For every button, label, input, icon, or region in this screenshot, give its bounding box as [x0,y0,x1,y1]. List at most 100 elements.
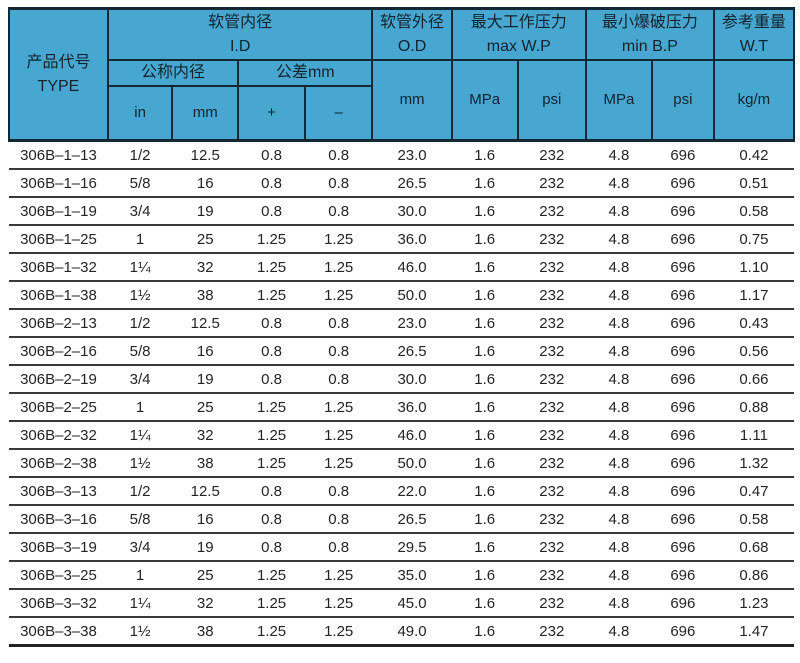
cell-tolerance-plus: 1.25 [238,281,305,310]
cell-minbp-mpa: 4.8 [585,281,652,310]
cell-maxwp-psi: 232 [517,225,586,254]
cell-minbp-psi: 696 [651,281,714,310]
cell-id-mm: 16 [172,169,239,198]
cell-tolerance-plus: 0.8 [238,365,305,394]
cell-tolerance-plus: 1.25 [238,617,305,647]
cell-id-mm: 25 [172,561,239,590]
cell-minbp-psi: 696 [651,533,714,562]
cell-minbp-mpa: 4.8 [585,309,652,338]
cell-maxwp-mpa: 1.6 [451,421,518,450]
header-group-inner-diameter: 软管内径 I.D [106,7,374,61]
cell-od-mm: 26.5 [372,505,452,534]
table-row: 306B–3–13 1/2 12.5 0.8 0.8 22.0 1.6 232 4.8 696 0.… [9,477,794,506]
cell-maxwp-mpa: 1.6 [451,337,518,366]
cell-product-code: 306B–3–32 [9,589,108,618]
cell-weight-kgm: 0.75 [713,225,794,254]
header-row-units: in mm + – [9,85,794,142]
cell-tolerance-plus: 0.8 [238,197,305,226]
cell-maxwp-mpa: 1.6 [451,589,518,618]
cell-tolerance-minus: 1.25 [304,393,373,422]
cell-minbp-psi: 696 [651,309,714,338]
table-row: 306B–2–25 1 25 1.25 1.25 36.0 1.6 232 4.8 696 0.88 [9,393,794,422]
cell-tolerance-plus: 0.8 [238,140,305,170]
cell-id-in: 1¼ [107,253,173,282]
cell-tolerance-plus: 0.8 [238,477,305,506]
cell-tolerance-minus: 0.8 [304,337,373,366]
header-id-unit-in: in [106,85,174,142]
cell-tolerance-plus: 0.8 [238,169,305,198]
cell-minbp-psi: 696 [651,225,714,254]
cell-minbp-mpa: 4.8 [585,365,652,394]
cell-maxwp-psi: 232 [517,337,586,366]
cell-weight-kgm: 1.47 [713,617,794,647]
cell-minbp-mpa: 4.8 [585,421,652,450]
cell-minbp-psi: 696 [651,393,714,422]
cell-id-mm: 25 [172,225,239,254]
cell-weight-kgm: 0.58 [713,197,794,226]
table-body: 306B–1–13 1/2 12.5 0.8 0.8 23.0 1.6 232 4.8 696 0.… [9,140,794,647]
table-header: 产品代号 TYPE 软管内径 I.D 软管外径 O.D 最大工作压力 max W… [8,7,796,142]
cell-product-code: 306B–3–19 [9,533,108,562]
cell-minbp-psi: 696 [651,617,714,647]
cell-tolerance-minus: 0.8 [304,505,373,534]
cell-id-mm: 32 [172,421,239,450]
header-od-unit-mm: mm [371,59,453,142]
cell-tolerance-plus: 1.25 [238,561,305,590]
cell-weight-kgm: 0.68 [713,533,794,562]
cell-maxwp-psi: 232 [517,393,586,422]
cell-od-mm: 35.0 [372,561,452,590]
header-nominal-diameter: 公称内径 [106,59,240,87]
cell-tolerance-plus: 0.8 [238,505,305,534]
cell-minbp-mpa: 4.8 [585,477,652,506]
cell-minbp-psi: 696 [651,477,714,506]
cell-weight-kgm: 0.86 [713,561,794,590]
table-row: 306B–3–32 1¼ 32 1.25 1.25 45.0 1.6 232 4.8 696 1.2… [9,589,794,618]
cell-tolerance-minus: 0.8 [304,477,373,506]
cell-product-code: 306B–1–25 [9,225,108,254]
table-row: 306B–2–32 1¼ 32 1.25 1.25 46.0 1.6 232 4.8 696 1.1… [9,421,794,450]
cell-maxwp-psi: 232 [517,589,586,618]
cell-product-code: 306B–2–32 [9,421,108,450]
cell-maxwp-psi: 232 [517,561,586,590]
cell-product-code: 306B–2–38 [9,449,108,478]
cell-minbp-mpa: 4.8 [585,505,652,534]
cell-maxwp-mpa: 1.6 [451,561,518,590]
header-maxwp-unit-psi: psi [516,59,587,142]
cell-minbp-psi: 696 [651,505,714,534]
cell-minbp-psi: 696 [651,561,714,590]
cell-maxwp-mpa: 1.6 [451,281,518,310]
cell-minbp-mpa: 4.8 [585,225,652,254]
cell-maxwp-mpa: 1.6 [451,393,518,422]
cell-minbp-mpa: 4.8 [585,533,652,562]
cell-id-mm: 32 [172,589,239,618]
cell-od-mm: 29.5 [372,533,452,562]
cell-id-mm: 38 [172,617,239,647]
cell-id-mm: 19 [172,365,239,394]
cell-maxwp-psi: 232 [517,253,586,282]
cell-id-in: 1¼ [107,589,173,618]
cell-tolerance-minus: 0.8 [304,309,373,338]
table-row: 306B–2–13 1/2 12.5 0.8 0.8 23.0 1.6 232 4.8 696 0.… [9,309,794,338]
cell-od-mm: 26.5 [372,337,452,366]
cell-weight-kgm: 1.10 [713,253,794,282]
cell-maxwp-psi: 232 [517,365,586,394]
cell-od-mm: 22.0 [372,477,452,506]
cell-minbp-mpa: 4.8 [585,589,652,618]
table-row: 306B–1–13 1/2 12.5 0.8 0.8 23.0 1.6 232 4.8 696 0.… [9,140,794,170]
cell-tolerance-minus: 1.25 [304,253,373,282]
cell-od-mm: 26.5 [372,169,452,198]
cell-tolerance-plus: 1.25 [238,421,305,450]
cell-id-in: 1 [107,225,173,254]
cell-maxwp-psi: 232 [517,309,586,338]
cell-id-in: 1½ [107,449,173,478]
cell-tolerance-minus: 0.8 [304,197,373,226]
cell-minbp-psi: 696 [651,140,714,170]
cell-id-mm: 32 [172,253,239,282]
cell-maxwp-mpa: 1.6 [451,477,518,506]
cell-tolerance-plus: 1.25 [238,589,305,618]
header-group-max-working-pressure: 最大工作压力 max W.P [450,7,587,61]
cell-product-code: 306B–2–19 [9,365,108,394]
cell-id-mm: 12.5 [172,309,239,338]
cell-od-mm: 50.0 [372,449,452,478]
